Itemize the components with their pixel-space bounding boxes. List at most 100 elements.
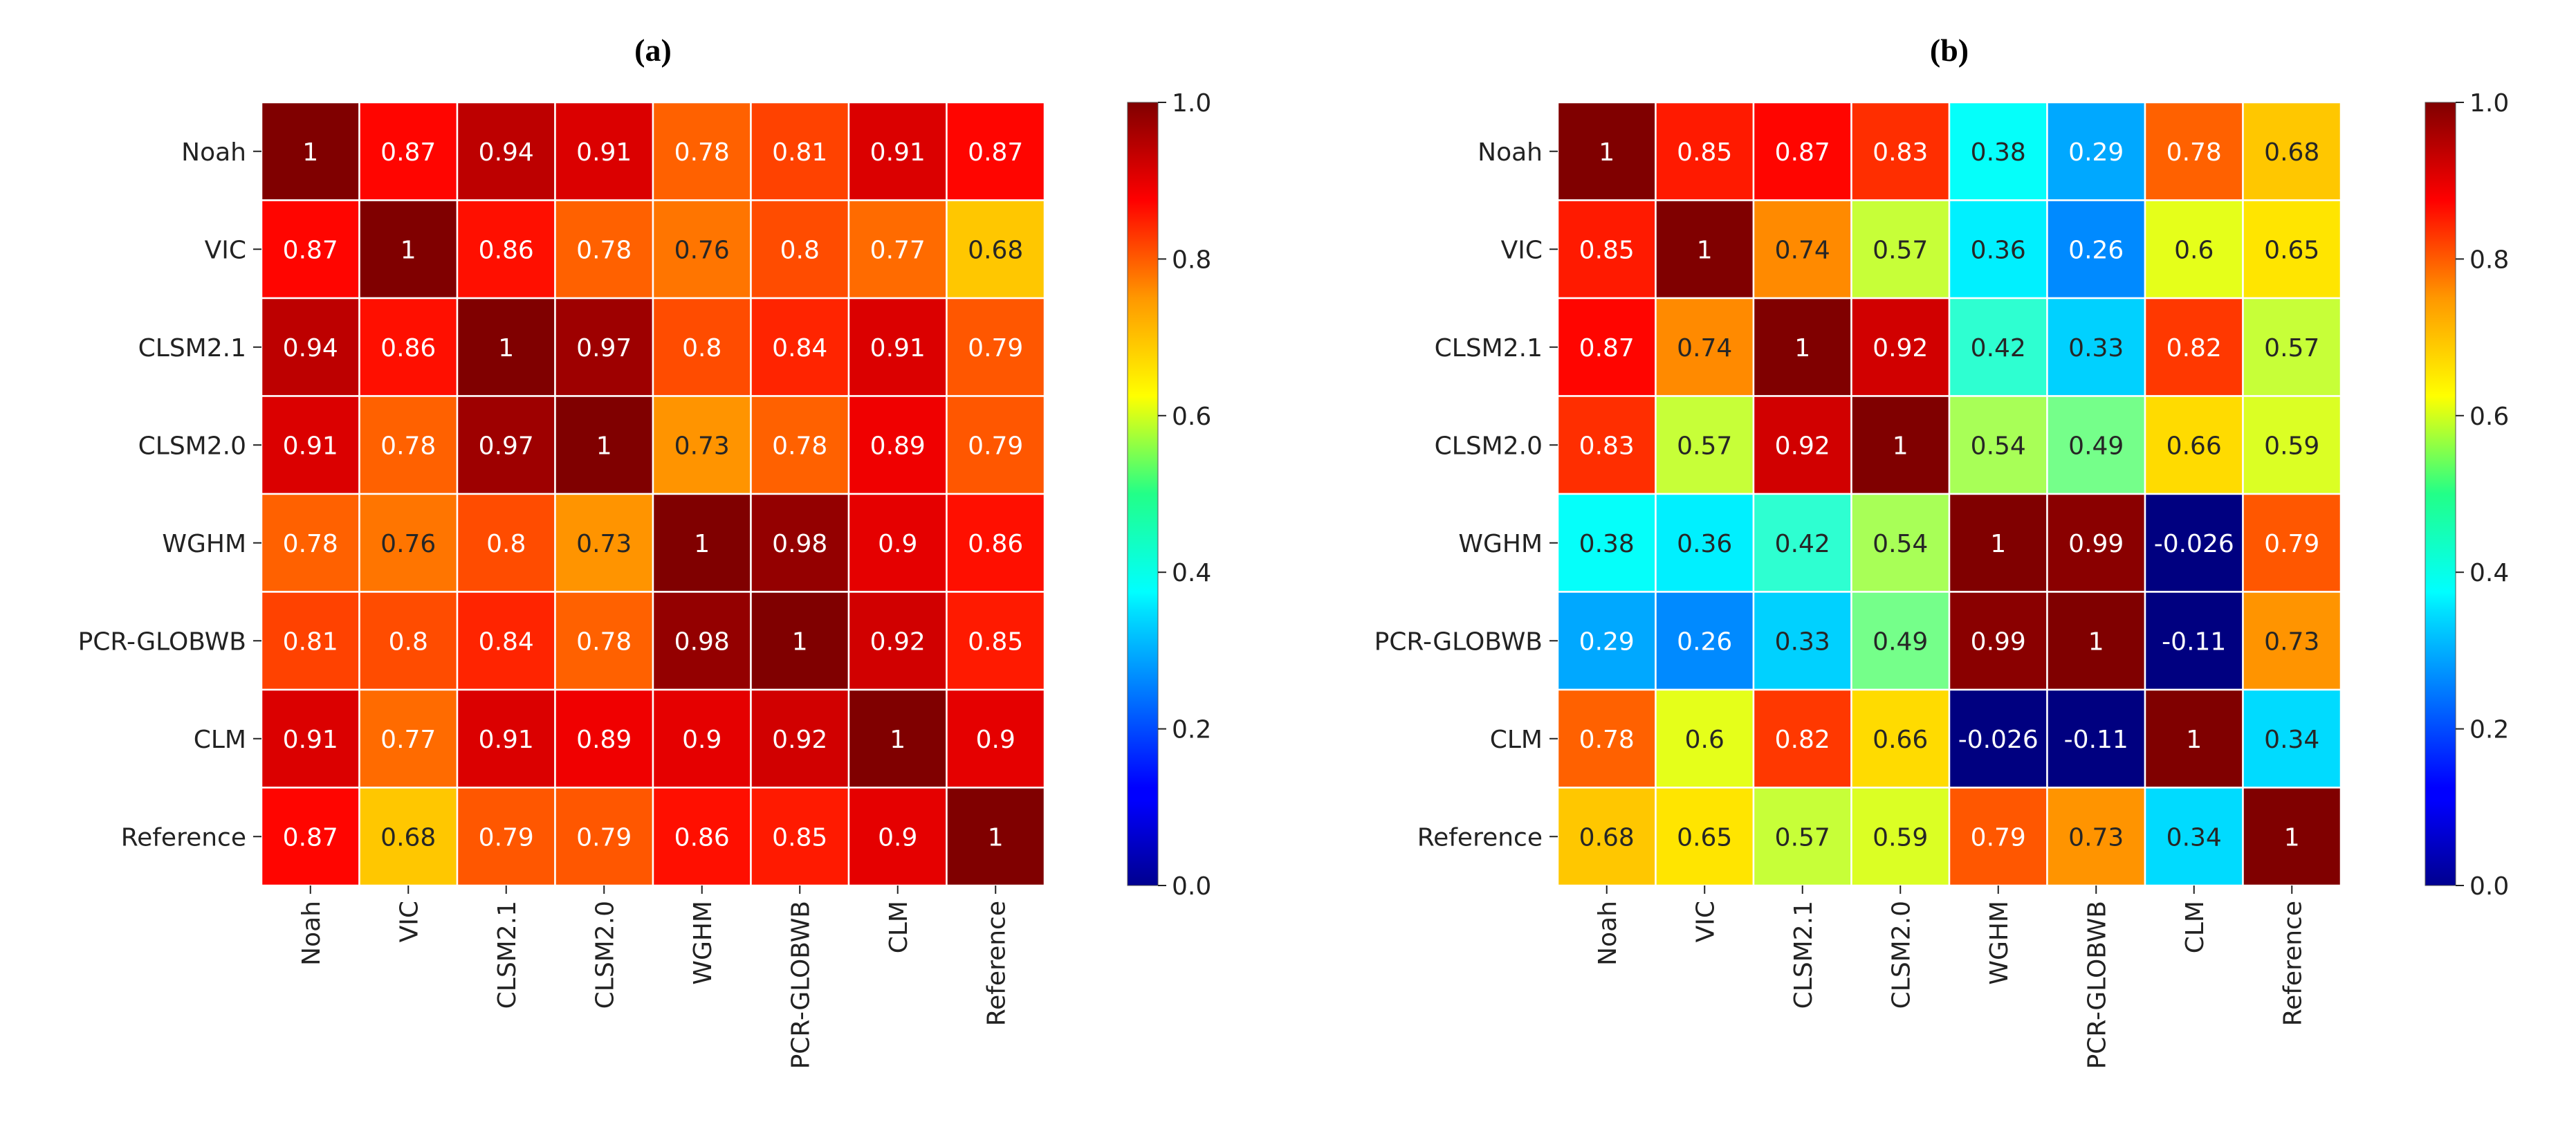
cell-value-label: 0.8 xyxy=(780,236,820,264)
cell-value-label: 0.91 xyxy=(576,138,632,167)
heatmap-cell xyxy=(652,493,752,593)
cell-value-label: 0.8 xyxy=(682,334,721,363)
cell-value-label: 0.78 xyxy=(772,432,827,460)
cell-value-label: 0.42 xyxy=(1775,530,1830,558)
cell-value-label: 0.91 xyxy=(479,726,534,754)
cell-value-label: 1 xyxy=(302,138,318,167)
cell-value-label: 0.78 xyxy=(576,236,632,264)
cell-value-label: 1 xyxy=(2186,726,2202,754)
cell-value-label: 0.83 xyxy=(1873,138,1928,167)
cell-value-label: 0.73 xyxy=(2264,627,2319,656)
cell-value-label: -0.11 xyxy=(2064,726,2128,754)
cell-value-label: 0.91 xyxy=(870,334,926,363)
cell-value-label: 0.79 xyxy=(968,334,1023,363)
heatmap-cell xyxy=(2242,101,2342,201)
heatmap-cell xyxy=(1850,199,1951,300)
x-tick-label: CLSM2.1 xyxy=(493,901,522,1009)
cell-value-label: 0.59 xyxy=(2264,432,2319,460)
cell-value-label: 0.77 xyxy=(870,236,926,264)
cell-value-label: 0.9 xyxy=(976,726,1015,754)
cell-value-label: 0.54 xyxy=(1971,432,2026,460)
heatmap-cell xyxy=(847,688,948,789)
heatmap-cell xyxy=(946,297,1046,397)
heatmap-cell xyxy=(456,297,556,397)
x-tick-label: Noah xyxy=(297,901,326,966)
cell-value-label: 0.36 xyxy=(1971,236,2026,264)
cell-value-label: 0.57 xyxy=(1873,236,1928,264)
cell-value-label: 0.68 xyxy=(968,236,1023,264)
heatmap-cell xyxy=(946,199,1046,300)
cell-value-label: 0.8 xyxy=(389,627,428,656)
cell-value-label: 0.92 xyxy=(870,627,926,656)
heatmap-cell xyxy=(260,688,360,789)
heatmap-cell xyxy=(847,395,948,495)
heatmap-cell xyxy=(2046,591,2146,691)
cell-value-label: 0.83 xyxy=(1579,432,1635,460)
heatmap-cell xyxy=(1752,297,1852,397)
cell-value-label: 0.78 xyxy=(380,432,436,460)
heatmap-cell xyxy=(2242,591,2342,691)
cell-value-label: 0.86 xyxy=(380,334,436,363)
x-tick-label: Noah xyxy=(1594,901,1622,966)
x-tick-label: PCR-GLOBWB xyxy=(786,901,815,1069)
cell-value-label: 0.57 xyxy=(1775,823,1830,852)
colorbar-tick-label: 1.0 xyxy=(2469,89,2509,118)
cell-value-label: 0.87 xyxy=(283,236,338,264)
cell-value-label: 0.6 xyxy=(1685,726,1724,754)
cell-value-label: 0.77 xyxy=(380,726,436,754)
heatmap-cell xyxy=(2242,787,2342,887)
cell-value-label: 0.34 xyxy=(2264,726,2319,754)
colorbar-tick-label: 0.4 xyxy=(1172,559,1211,587)
heatmap-cell xyxy=(358,591,459,691)
cell-value-label: 0.78 xyxy=(2166,138,2222,167)
heatmap-cell xyxy=(1655,787,1755,887)
colorbar-tick-label: 0.4 xyxy=(2469,559,2509,587)
cell-value-label: 0.79 xyxy=(1971,823,2026,852)
cell-value-label: 0.79 xyxy=(576,823,632,852)
heatmap-cell xyxy=(1752,395,1852,495)
cell-value-label: 0.89 xyxy=(576,726,632,754)
heatmap-cell xyxy=(946,787,1046,887)
heatmap-cell xyxy=(1655,688,1755,789)
cell-value-label: 0.87 xyxy=(968,138,1023,167)
cell-value-label: 0.78 xyxy=(674,138,730,167)
cell-value-label: 0.38 xyxy=(1971,138,2026,167)
heatmap-cell xyxy=(750,688,850,789)
cell-value-label: 0.29 xyxy=(2068,138,2124,167)
cell-value-label: 0.57 xyxy=(1677,432,1732,460)
cell-value-label: -0.026 xyxy=(1958,726,2039,754)
heatmap-cell xyxy=(1948,688,2048,789)
colorbar-tick-label: 0.0 xyxy=(1172,872,1211,901)
heatmap-cell xyxy=(2144,395,2244,495)
y-tick-label: CLSM2.1 xyxy=(138,334,246,363)
x-tick-label: CLM xyxy=(2181,901,2209,953)
heatmap-cell xyxy=(2144,688,2244,789)
cell-value-label: 0.57 xyxy=(2264,334,2319,363)
heatmap-cell xyxy=(1948,101,2048,201)
cell-value-label: 0.98 xyxy=(772,530,827,558)
heatmap-cell xyxy=(358,101,459,201)
heatmap-cell xyxy=(2242,297,2342,397)
heatmap-cell xyxy=(652,297,752,397)
cell-value-label: 0.94 xyxy=(479,138,534,167)
colorbar xyxy=(1127,102,1159,886)
colorbar-tick-label: 0.8 xyxy=(2469,246,2509,274)
heatmap-cell xyxy=(2046,493,2146,593)
heatmap-cell xyxy=(1655,493,1755,593)
cell-value-label: 0.29 xyxy=(1579,627,1635,656)
cell-value-label: 1 xyxy=(890,726,905,754)
cell-value-label: 1 xyxy=(596,432,612,460)
heatmap-cell xyxy=(750,101,850,201)
cell-value-label: 0.99 xyxy=(2068,530,2124,558)
cell-value-label: 1 xyxy=(401,236,416,264)
cell-value-label: 1 xyxy=(694,530,710,558)
y-tick-label: VIC xyxy=(1501,236,1543,264)
cell-value-label: 0.92 xyxy=(1775,432,1830,460)
heatmap-cell xyxy=(1556,688,1657,789)
heatmap-cell xyxy=(1655,591,1755,691)
cell-value-label: 0.87 xyxy=(380,138,436,167)
heatmap-cell xyxy=(847,591,948,691)
heatmap-cell xyxy=(750,297,850,397)
cell-value-label: 0.81 xyxy=(283,627,338,656)
y-tick-label: Reference xyxy=(1417,823,1543,852)
